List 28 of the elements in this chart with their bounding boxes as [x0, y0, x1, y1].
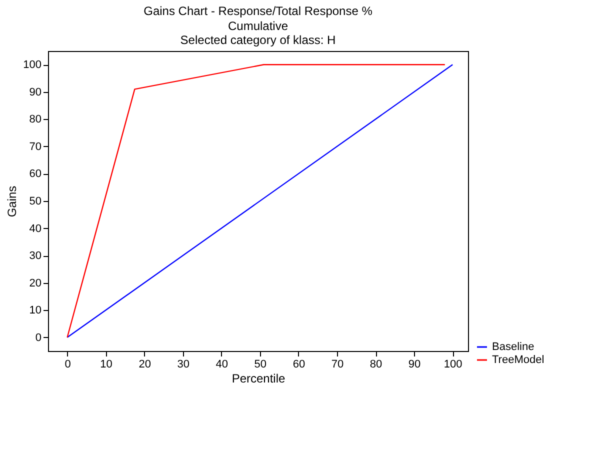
x-tick-label: 20 [138, 358, 151, 370]
y-tick-label: 80 [29, 114, 42, 126]
y-tick-label: 30 [29, 250, 42, 262]
x-axis-title: Percentile [232, 372, 286, 386]
y-tick-label: 70 [29, 140, 42, 153]
x-tick-label: 70 [331, 358, 344, 370]
y-tick-label: 40 [29, 222, 42, 235]
x-tick-label: 80 [370, 358, 382, 370]
y-tick-label: 0 [35, 332, 42, 344]
chart-subtitle: Cumulative Selected category of klass: H [180, 19, 336, 47]
y-tick-label: 90 [29, 86, 42, 98]
y-tick-label: 10 [29, 304, 42, 317]
legend-label: TreeModel [492, 354, 544, 366]
x-tick-label: 90 [408, 358, 421, 370]
x-tick-label: 40 [216, 358, 228, 370]
chart-title: Gains Chart - Response/Total Response % [144, 4, 373, 18]
y-axis-title: Gains [5, 186, 20, 218]
y-tick-label: 50 [29, 196, 42, 208]
y-tick-label: 100 [23, 59, 42, 72]
legend-label: Baseline [492, 341, 534, 353]
x-tick-label: 100 [444, 358, 462, 370]
y-tick-label: 60 [29, 168, 42, 180]
x-tick-label: 30 [177, 358, 190, 370]
x-tick-label: 0 [64, 358, 71, 370]
x-tick-label: 10 [100, 358, 112, 370]
x-tick-label: 60 [292, 358, 306, 370]
y-tick-label: 20 [29, 277, 42, 290]
x-tick-label: 50 [254, 358, 267, 370]
